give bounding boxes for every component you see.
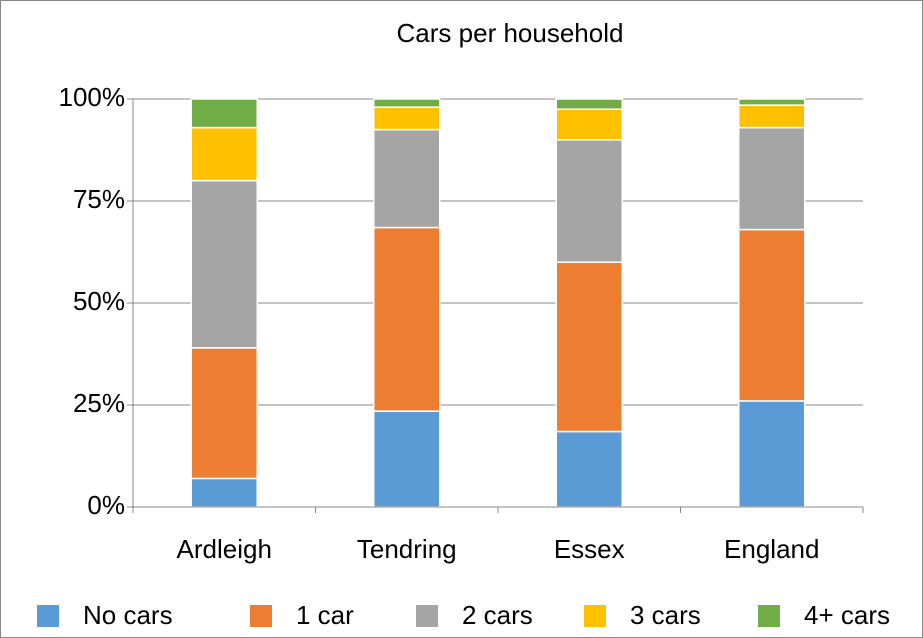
bar-segment xyxy=(738,104,806,129)
y-tick-label: 50% xyxy=(73,286,125,316)
bar-segment xyxy=(738,400,806,508)
x-tick-label: England xyxy=(724,534,819,564)
bar-segment xyxy=(190,98,258,129)
chart-title: Cars per household xyxy=(397,18,624,48)
x-tick-label: Essex xyxy=(554,534,625,564)
legend-label: 1 car xyxy=(296,600,354,630)
legend-label: 3 cars xyxy=(630,600,701,630)
bar-segment xyxy=(738,228,806,402)
y-tick-label: 25% xyxy=(73,388,125,418)
x-tick-label: Ardleigh xyxy=(177,534,272,564)
bar-segment xyxy=(373,410,441,508)
legend-swatch xyxy=(416,605,438,627)
legend-label: No cars xyxy=(83,600,173,630)
bar-segment xyxy=(190,477,258,508)
legend-label: 2 cars xyxy=(462,600,533,630)
y-tick-label: 0% xyxy=(87,490,125,520)
legend-swatch xyxy=(250,605,272,627)
bar-segment xyxy=(373,226,441,412)
bar-segment xyxy=(738,98,806,106)
legend-label: 4+ cars xyxy=(804,600,890,630)
bar-segment xyxy=(555,430,623,508)
bar-segment xyxy=(373,106,441,131)
bar-segment xyxy=(190,126,258,182)
bar-segment xyxy=(738,126,806,231)
legend-swatch xyxy=(37,605,59,627)
y-tick-label: 75% xyxy=(73,184,125,214)
bar-segment xyxy=(373,98,441,108)
bar-segment xyxy=(555,108,623,141)
legend-swatch xyxy=(584,605,606,627)
bar-segment xyxy=(555,139,623,263)
bar-segment xyxy=(190,347,258,480)
y-tick-label: 100% xyxy=(59,82,126,112)
legend-swatch xyxy=(758,605,780,627)
bar-segment xyxy=(373,128,441,229)
bar-segment xyxy=(555,98,623,110)
x-tick-label: Tendring xyxy=(357,534,457,564)
bar-segment xyxy=(190,179,258,349)
bar-segment xyxy=(555,261,623,433)
